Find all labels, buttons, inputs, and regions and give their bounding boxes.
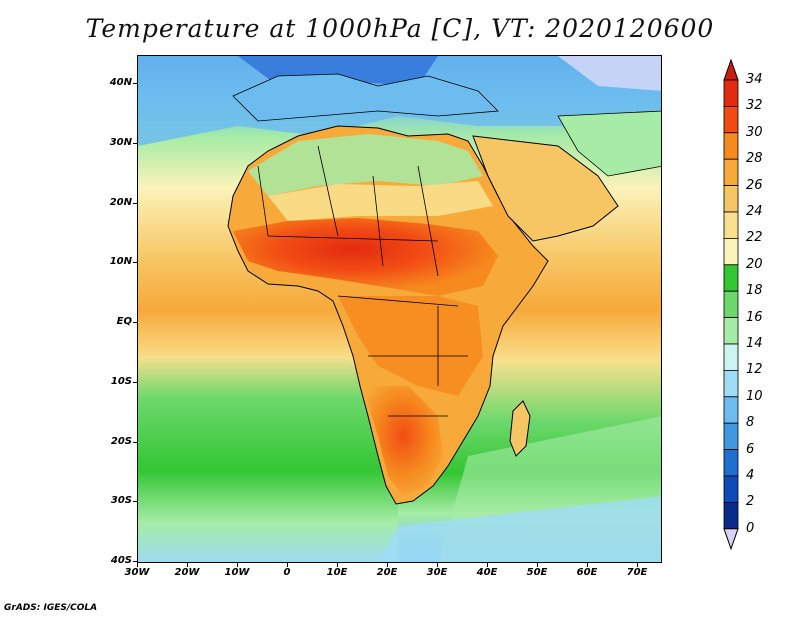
central-africa-field	[338, 296, 483, 396]
colorbar-label: 28	[746, 151, 763, 167]
lat-label-30n: 30N	[109, 136, 132, 148]
lon-tick	[237, 563, 238, 567]
colorbar-label: 2	[746, 494, 755, 510]
colorbar-label: 26	[746, 177, 763, 193]
lat-tick	[133, 501, 137, 503]
colorbar-label: 6	[746, 441, 755, 457]
lat-label-40s: 40S	[110, 555, 132, 566]
lat-label-30s: 30S	[110, 495, 132, 507]
middle-east-land	[557, 110, 661, 177]
north-africa-field	[248, 134, 483, 196]
colorbar-box	[723, 79, 739, 107]
colorbar-box	[723, 317, 739, 345]
lon-tick	[187, 563, 188, 567]
lon-label-30e: 30E	[426, 567, 448, 578]
colorbar-box	[723, 475, 739, 503]
lon-label-10w: 10W	[224, 567, 250, 578]
colorbar-box	[723, 264, 739, 292]
europe-land	[232, 73, 499, 122]
lat-tick	[133, 202, 137, 204]
lon-label-70e: 70E	[626, 567, 648, 578]
southern-africa-hot-field	[363, 386, 443, 496]
lat-label-10n: 10N	[109, 256, 132, 268]
southern-cold-band	[379, 496, 661, 562]
lon-label-60e: 60E	[576, 567, 598, 578]
sahara-field	[268, 181, 493, 221]
lon-label-30w: 30W	[124, 567, 150, 578]
lon-tick	[587, 563, 588, 567]
lat-label-20s: 20S	[110, 435, 132, 447]
lon-label-0: 0	[283, 567, 291, 578]
colorbar-label: 32	[746, 98, 763, 114]
colorbar-svg	[723, 58, 739, 551]
colorbar-label: 8	[746, 415, 755, 431]
colorbar-label: 10	[746, 388, 763, 404]
colorbar-label: 12	[746, 362, 763, 378]
colorbar-box	[723, 158, 739, 186]
south-atlantic-field	[138, 356, 398, 562]
madagascar	[509, 400, 531, 457]
lon-label-20w: 20W	[174, 567, 200, 578]
chart-title: Temperature at 1000hPa [C], VT: 20201206…	[85, 14, 715, 43]
lat-tick	[133, 381, 137, 383]
colorbar-label: 30	[746, 124, 763, 140]
colorbar-box	[723, 396, 739, 424]
lon-tick	[537, 563, 538, 567]
map-svg	[138, 56, 661, 562]
colorbar-label: 18	[746, 283, 763, 299]
colorbar-label: 14	[746, 336, 763, 351]
colorbar-box	[723, 343, 739, 371]
lon-label-40e: 40E	[476, 567, 498, 578]
lat-label-20n: 20N	[109, 196, 132, 208]
colorbar-box	[723, 132, 739, 160]
lat-tick	[133, 142, 137, 144]
grads-credit: GrADS: IGES/COLA	[4, 603, 98, 613]
colorbar-box	[723, 106, 739, 134]
colorbar-label: 16	[746, 309, 763, 325]
lat-tick	[133, 262, 137, 264]
lon-tick	[387, 563, 388, 567]
colorbar-box	[723, 369, 739, 398]
lon-label-50e: 50E	[526, 567, 548, 578]
colorbar-label: 4	[746, 468, 755, 483]
colorbar-box	[723, 237, 739, 266]
colorbar-box	[723, 211, 739, 239]
colorbar-label: 24	[746, 204, 763, 219]
colorbar-box	[723, 422, 739, 451]
arabian-peninsula	[472, 135, 619, 242]
lon-tick	[337, 563, 338, 567]
colorbar-bottom-arrow	[723, 528, 739, 551]
lon-tick	[437, 563, 438, 567]
lat-label-eq: EQ	[116, 316, 132, 327]
lat-label-40n: 40N	[109, 77, 132, 88]
colorbar-top-arrow	[723, 58, 739, 81]
lat-tick	[133, 441, 137, 443]
temperature-map	[137, 55, 662, 563]
colorbar-label: 22	[746, 230, 763, 246]
lon-label-10e: 10E	[326, 567, 348, 578]
lon-label-20e: 20E	[376, 567, 398, 578]
lat-tick	[133, 322, 137, 323]
lon-tick	[287, 563, 288, 567]
colorbar-label: 0	[746, 520, 755, 536]
lat-label-10s: 10S	[110, 375, 132, 387]
colorbar-box	[723, 449, 739, 477]
asia-cold-field	[558, 56, 661, 91]
colorbar-box	[723, 185, 739, 213]
lat-tick	[133, 83, 137, 84]
lat-tick	[133, 561, 137, 562]
colorbar-box	[723, 501, 739, 530]
country-borders	[257, 145, 468, 417]
lon-tick	[137, 563, 138, 567]
lon-tick	[637, 563, 638, 567]
colorbar-label: 34	[746, 72, 763, 87]
colorbar-label: 20	[746, 256, 763, 272]
colorbar-box	[723, 290, 739, 318]
sahel-hot-field	[233, 218, 498, 296]
lon-tick	[487, 563, 488, 567]
